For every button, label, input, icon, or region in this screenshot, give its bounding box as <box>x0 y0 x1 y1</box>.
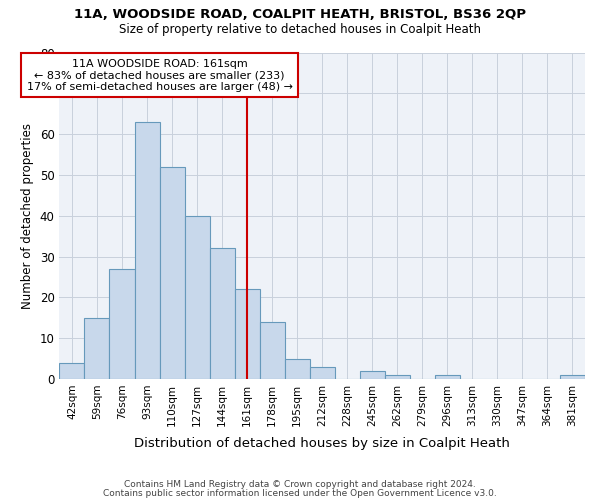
Bar <box>185 216 209 379</box>
Bar <box>134 122 160 379</box>
Bar <box>59 362 85 379</box>
Text: Contains HM Land Registry data © Crown copyright and database right 2024.: Contains HM Land Registry data © Crown c… <box>124 480 476 489</box>
Bar <box>209 248 235 379</box>
Bar <box>360 370 385 379</box>
X-axis label: Distribution of detached houses by size in Coalpit Heath: Distribution of detached houses by size … <box>134 437 510 450</box>
Text: 11A, WOODSIDE ROAD, COALPIT HEATH, BRISTOL, BS36 2QP: 11A, WOODSIDE ROAD, COALPIT HEATH, BRIST… <box>74 8 526 20</box>
Bar <box>560 375 585 379</box>
Text: Contains public sector information licensed under the Open Government Licence v3: Contains public sector information licen… <box>103 489 497 498</box>
Bar <box>385 375 410 379</box>
Bar <box>109 268 134 379</box>
Bar <box>435 375 460 379</box>
Text: Size of property relative to detached houses in Coalpit Heath: Size of property relative to detached ho… <box>119 22 481 36</box>
Text: 11A WOODSIDE ROAD: 161sqm
← 83% of detached houses are smaller (233)
17% of semi: 11A WOODSIDE ROAD: 161sqm ← 83% of detac… <box>26 58 293 92</box>
Bar <box>235 289 260 379</box>
Bar <box>260 322 284 379</box>
Bar <box>85 318 109 379</box>
Bar <box>310 366 335 379</box>
Y-axis label: Number of detached properties: Number of detached properties <box>21 122 34 308</box>
Bar <box>160 166 185 379</box>
Bar <box>284 358 310 379</box>
